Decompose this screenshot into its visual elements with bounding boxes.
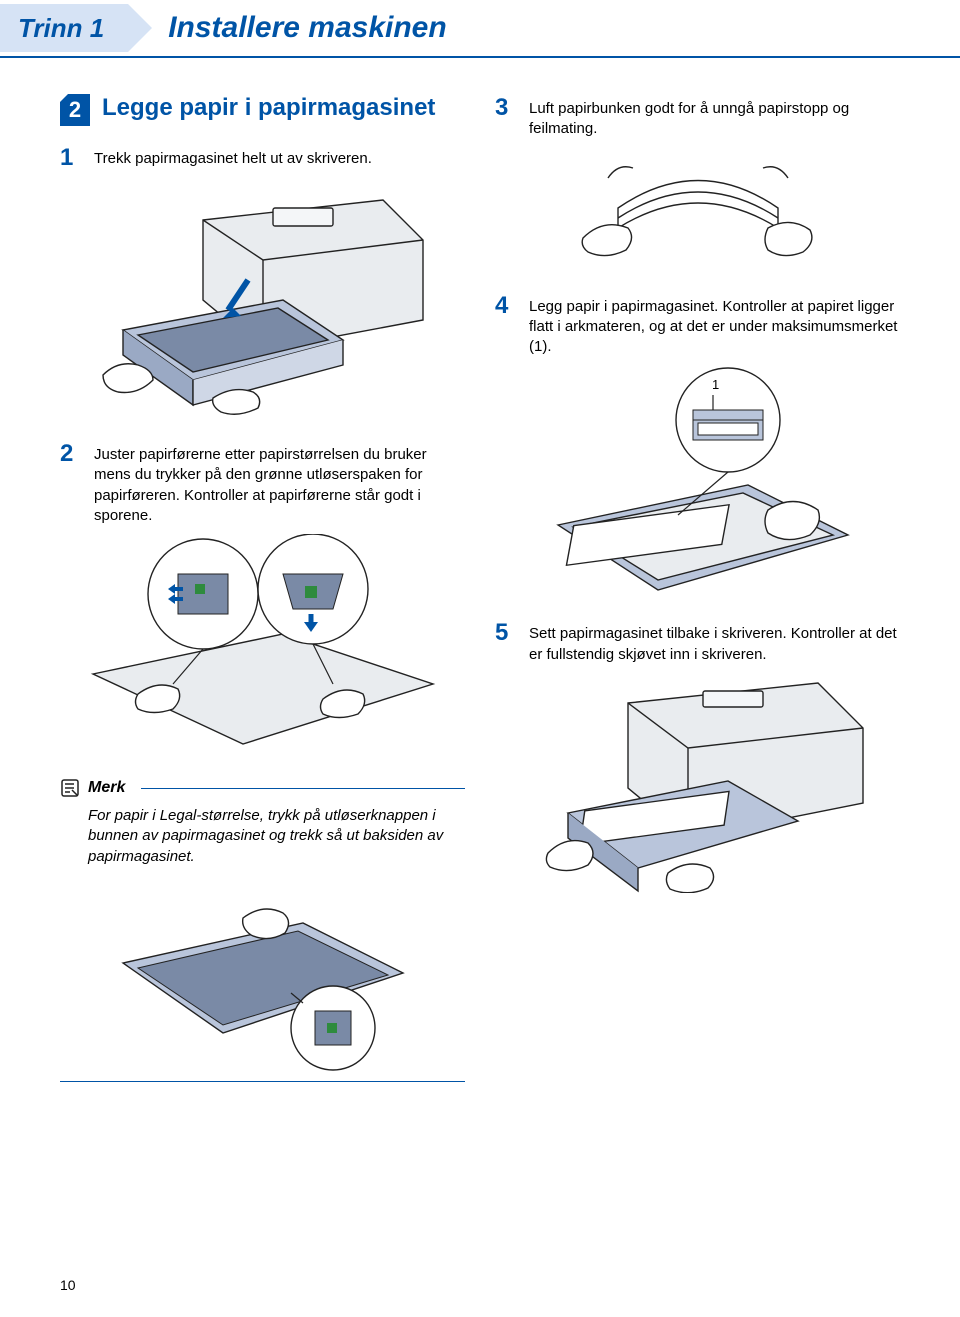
left-column: 2 Legge papir i papirmagasinet 1 Trekk p… <box>60 94 465 1082</box>
note-head: Merk <box>60 778 465 798</box>
step-label: Trinn 1 <box>18 13 104 44</box>
instr-3-text: Luft papirbunken godt for å unngå papirs… <box>529 94 900 140</box>
illus-tray-in <box>495 673 900 893</box>
page-number: 10 <box>60 1277 76 1293</box>
note-block: Merk For papir i Legal-størrelse, trykk … <box>60 778 465 1082</box>
instr-2: 2 Juster papirførerne etter papirstørrel… <box>60 440 465 526</box>
instr-5: 5 Sett papirmagasinet tilbake i skrivere… <box>495 619 900 665</box>
instr-4-text: Legg papir i papirmagasinet. Kontroller … <box>529 292 900 358</box>
instr-4: 4 Legg papir i papirmagasinet. Kontrolle… <box>495 292 900 358</box>
callout-1-label: 1 <box>712 377 719 392</box>
instr-2-num: 2 <box>60 440 82 468</box>
instr-1: 1 Trekk papirmagasinet helt ut av skrive… <box>60 144 465 172</box>
instr-1-num: 1 <box>60 144 82 172</box>
note-icon <box>60 778 80 798</box>
section-title: Legge papir i papirmagasinet <box>102 94 435 122</box>
right-column: 3 Luft papirbunken godt for å unngå papi… <box>495 94 900 1082</box>
note-label: Merk <box>88 779 125 797</box>
content-columns: 2 Legge papir i papirmagasinet 1 Trekk p… <box>0 56 960 1082</box>
note-rule-bottom <box>60 1081 465 1082</box>
section-head: 2 Legge papir i papirmagasinet <box>60 94 465 126</box>
illus-legal-extend <box>60 883 465 1073</box>
page-title: Installere maskinen <box>168 11 446 45</box>
note-body: For papir i Legal-størrelse, trykk på ut… <box>60 798 465 875</box>
instr-2-text: Juster papirførerne etter papirstørrelse… <box>94 440 465 526</box>
illus-fan-paper <box>495 148 900 278</box>
instr-4-num: 4 <box>495 292 517 320</box>
illus-load-paper: 1 <box>495 365 900 605</box>
header-rule <box>0 56 960 58</box>
illus-tray-out <box>60 180 465 420</box>
illus-guides <box>60 534 465 754</box>
instr-5-text: Sett papirmagasinet tilbake i skriveren.… <box>529 619 900 665</box>
instr-3: 3 Luft papirbunken godt for å unngå papi… <box>495 94 900 140</box>
instr-5-num: 5 <box>495 619 517 647</box>
step-tab: Trinn 1 <box>0 4 128 52</box>
instr-3-num: 3 <box>495 94 517 122</box>
section-number-badge: 2 <box>60 94 90 126</box>
instr-1-text: Trekk papirmagasinet helt ut av skrivere… <box>94 144 372 169</box>
header-bar: Trinn 1 Installere maskinen <box>0 0 960 56</box>
note-rule-top <box>141 788 465 789</box>
